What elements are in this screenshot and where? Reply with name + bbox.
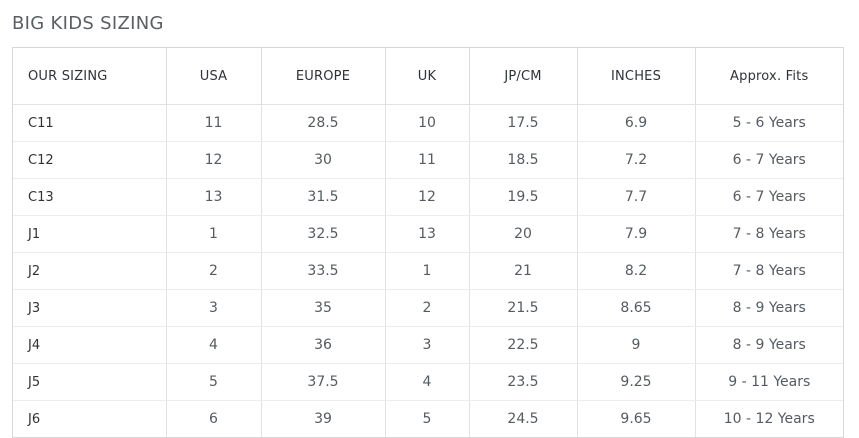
- table-cell: 39: [261, 400, 386, 437]
- table-cell: 18.5: [469, 141, 578, 179]
- table-cell: J5: [13, 363, 167, 401]
- table-cell: 8 - 9 Years: [695, 326, 843, 364]
- table-cell: 28.5: [261, 104, 386, 142]
- table-cell: 7.9: [577, 215, 696, 253]
- table-cell: 19.5: [469, 178, 578, 216]
- table-cell: 11: [385, 141, 470, 179]
- table-cell: 32.5: [261, 215, 386, 253]
- table-cell: 7 - 8 Years: [695, 252, 843, 290]
- table-row: J1 1 32.5 13 20 7.9 7 - 8 Years: [13, 215, 843, 253]
- table-cell: 30: [261, 141, 386, 179]
- table-cell: 13: [385, 215, 470, 253]
- table-cell: 17.5: [469, 104, 578, 142]
- table-row: J4 4 36 3 22.5 9 8 - 9 Years: [13, 326, 843, 364]
- table-cell: 8.2: [577, 252, 696, 290]
- table-cell: 5: [166, 363, 262, 401]
- table-cell: 12: [166, 141, 262, 179]
- table-cell: 8 - 9 Years: [695, 289, 843, 327]
- table-cell: 7.2: [577, 141, 696, 179]
- table-cell: 10: [385, 104, 470, 142]
- table-cell: J6: [13, 400, 167, 437]
- table-cell: C13: [13, 178, 167, 216]
- table-cell: 31.5: [261, 178, 386, 216]
- column-header: USA: [166, 48, 262, 105]
- table-cell: J2: [13, 252, 167, 290]
- table-cell: 35: [261, 289, 386, 327]
- table-cell: 9: [577, 326, 696, 364]
- table-cell: 6.9: [577, 104, 696, 142]
- column-header: EUROPE: [261, 48, 386, 105]
- table-cell: 36: [261, 326, 386, 364]
- table-row: J6 6 39 5 24.5 9.65 10 - 12 Years: [13, 400, 843, 437]
- column-header: UK: [385, 48, 470, 105]
- table-cell: 21.5: [469, 289, 578, 327]
- table-cell: 2: [385, 289, 470, 327]
- table-row: C12 12 30 11 18.5 7.2 6 - 7 Years: [13, 141, 843, 179]
- table-cell: 20: [469, 215, 578, 253]
- table-cell: 6: [166, 400, 262, 437]
- table-cell: 1: [166, 215, 262, 253]
- table-cell: 12: [385, 178, 470, 216]
- table-cell: 4: [385, 363, 470, 401]
- table-cell: 11: [166, 104, 262, 142]
- column-header: JP/CM: [469, 48, 578, 105]
- table-header-row: OUR SIZING USA EUROPE UK JP/CM INCHES Ap…: [13, 48, 843, 105]
- column-header: Approx. Fits: [695, 48, 843, 105]
- table-cell: 3: [385, 326, 470, 364]
- table-cell: 3: [166, 289, 262, 327]
- table-cell: 33.5: [261, 252, 386, 290]
- table-cell: 6 - 7 Years: [695, 141, 843, 179]
- table-cell: 1: [385, 252, 470, 290]
- table-cell: J4: [13, 326, 167, 364]
- table-cell: 7 - 8 Years: [695, 215, 843, 253]
- table-cell: J1: [13, 215, 167, 253]
- table-cell: 21: [469, 252, 578, 290]
- table-cell: 9.25: [577, 363, 696, 401]
- table-cell: 6 - 7 Years: [695, 178, 843, 216]
- table-cell: 4: [166, 326, 262, 364]
- table-cell: 5: [385, 400, 470, 437]
- table-cell: 7.7: [577, 178, 696, 216]
- table-cell: J3: [13, 289, 167, 327]
- table-cell: 10 - 12 Years: [723, 411, 815, 427]
- table-row: J5 5 37.5 4 23.5 9.25 9 - 11 Years: [13, 363, 843, 401]
- table-cell: 23.5: [469, 363, 578, 401]
- table-cell: 2: [166, 252, 262, 290]
- table-row: J2 2 33.5 1 21 8.2 7 - 8 Years: [13, 252, 843, 290]
- table-cell: 8.65: [577, 289, 696, 327]
- table-cell: 5 - 6 Years: [695, 104, 843, 142]
- table-cell: C12: [13, 141, 167, 179]
- table-cell: 13: [166, 178, 262, 216]
- table-row: C11 11 28.5 10 17.5 6.9 5 - 6 Years: [13, 104, 843, 142]
- table-row: J3 3 35 2 21.5 8.65 8 - 9 Years: [13, 289, 843, 327]
- page-title: BIG KIDS SIZING: [12, 13, 164, 34]
- column-header: OUR SIZING: [13, 48, 167, 105]
- table-cell: 9 - 11 Years: [695, 363, 843, 401]
- table-cell: C11: [13, 104, 167, 142]
- column-header: INCHES: [577, 48, 696, 105]
- table-cell: 24.5: [469, 400, 578, 437]
- table-row: C13 13 31.5 12 19.5 7.7 6 - 7 Years: [13, 178, 843, 216]
- table-cell: 37.5: [261, 363, 386, 401]
- table-cell: 9.65: [577, 400, 696, 437]
- size-chart-table: OUR SIZING USA EUROPE UK JP/CM INCHES Ap…: [12, 47, 844, 438]
- table-cell: 22.5: [469, 326, 578, 364]
